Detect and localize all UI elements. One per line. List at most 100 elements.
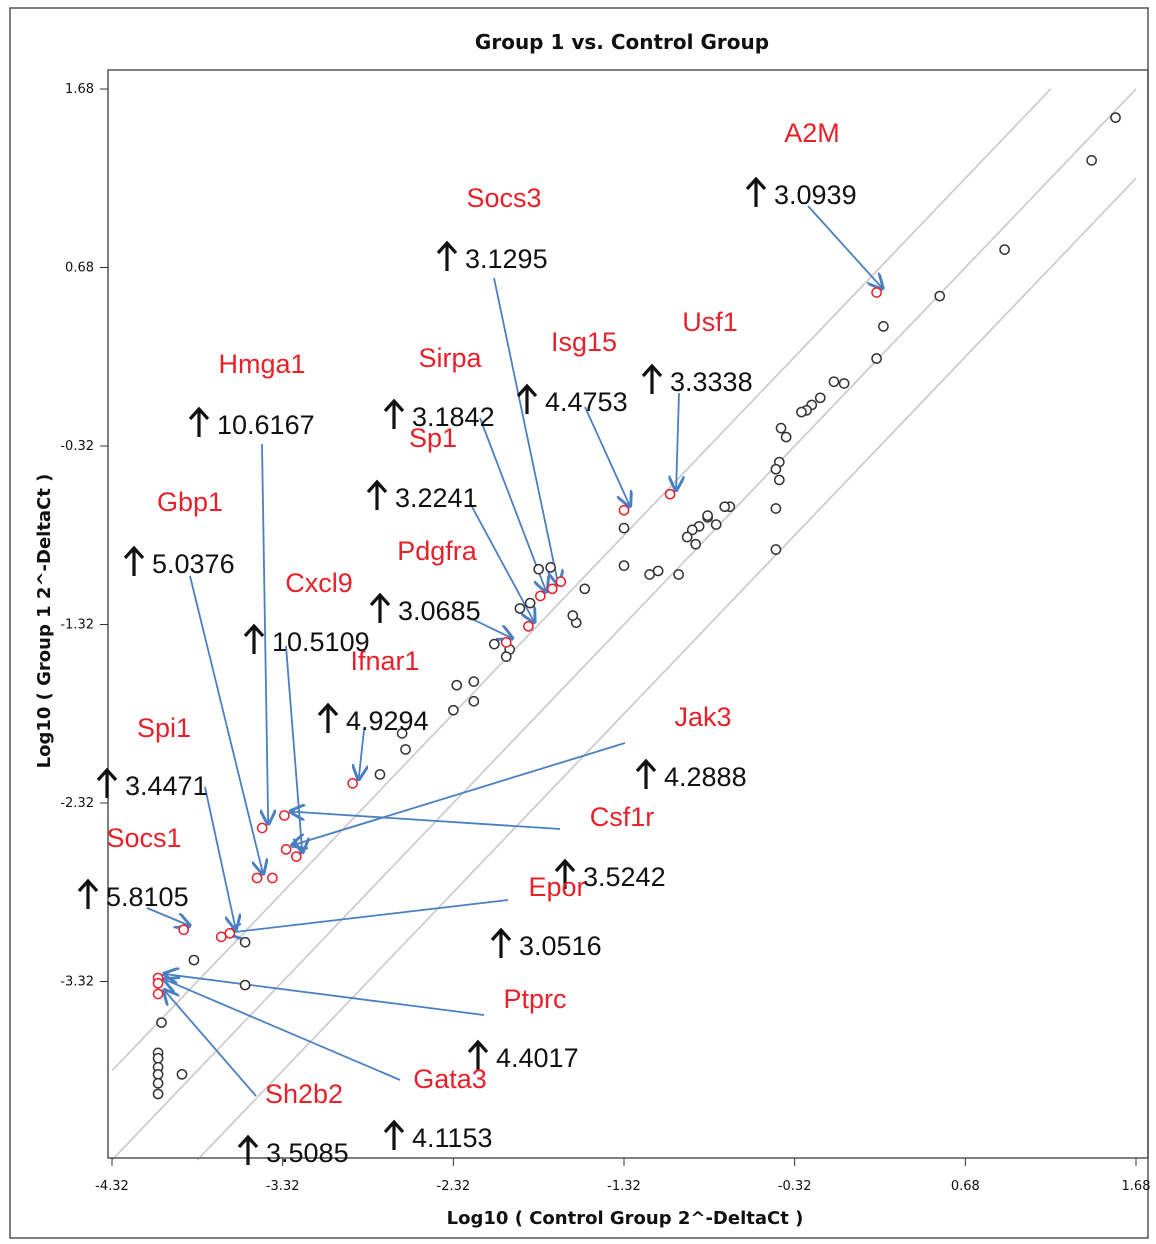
x-axis-label: Log10 ( Control Group 2^-DeltaCt ) (447, 1208, 804, 1229)
gene-label: Ptprc (503, 984, 566, 1014)
up-arrow-icon (554, 858, 576, 889)
y-axis-label: Log10 ( Group 1 2^-DeltaCt ) (34, 474, 55, 769)
gene-point (999, 244, 1010, 255)
gene-point (770, 503, 782, 514)
gene-label: A2M (784, 118, 840, 148)
upregulated-gene-point (500, 637, 512, 648)
upregulated-gene-point (256, 822, 268, 834)
upregulated-gene-point (178, 924, 190, 936)
y-tick-label: 1.68 (65, 82, 94, 97)
annotation-arrow-csf1r (290, 811, 561, 830)
annotation-arrow-sp1 (469, 502, 534, 622)
gene-point (775, 422, 787, 434)
fold-change-value: 3.3338 (670, 367, 753, 397)
gene-point (690, 538, 702, 550)
upregulated-gene-point (546, 583, 558, 595)
gene-point (838, 378, 850, 389)
up-arrow-icon (123, 545, 145, 576)
gene-label: Ifnar1 (350, 646, 419, 676)
fold-change-value: 4.9294 (346, 706, 429, 736)
gene-point (618, 522, 630, 534)
gene-point (524, 597, 536, 609)
y-tick-label: -0.32 (60, 439, 94, 454)
gene-point (681, 531, 693, 543)
upregulated-gene-point (280, 844, 292, 855)
upregulated-gene-point (535, 590, 546, 602)
fold-change-value: 4.1153 (412, 1123, 493, 1153)
annotation-arrow-jak3 (292, 742, 626, 845)
gene-label: Gata3 (413, 1064, 487, 1094)
up-arrow-icon (237, 1134, 259, 1165)
up-arrow-icon (745, 176, 767, 207)
x-tick-label: 1.68 (1122, 1179, 1151, 1194)
gene-label: Spi1 (137, 713, 191, 743)
plot-area-frame (107, 69, 1149, 1159)
gene-point (239, 979, 251, 991)
fold-change-value: 3.5085 (266, 1138, 349, 1168)
upregulated-gene-point (152, 988, 164, 1000)
annotation-arrow-usf1 (676, 392, 679, 490)
annotation-arrows (146, 205, 883, 1097)
gene-point (176, 1068, 188, 1080)
data-points (152, 112, 1121, 1100)
annotation-arrow-socs1 (146, 907, 190, 926)
x-tick-label: -0.32 (778, 1179, 812, 1194)
gene-point (239, 936, 251, 948)
gene-point (188, 954, 200, 966)
x-tick-label: -1.32 (607, 1179, 641, 1194)
gene-point (878, 321, 889, 332)
up-arrow-icon (77, 878, 99, 909)
reference-lines (111, 88, 1137, 1161)
gene-label: Gbp1 (157, 487, 223, 517)
fold-change-value: 4.4017 (496, 1043, 579, 1073)
annotation-arrow-sh2b2 (164, 990, 257, 1097)
gene-point (934, 290, 946, 302)
annotation-arrow-sirpa (479, 417, 546, 592)
fold-change-value: 3.0516 (519, 931, 602, 961)
gene-point (686, 524, 698, 536)
up-arrow-icon (635, 758, 657, 789)
gene-point (500, 651, 512, 662)
up-arrow-icon (641, 363, 663, 394)
fold-change-value: 10.6167 (217, 410, 315, 440)
upregulated-gene-point (279, 810, 290, 821)
annotation-arrow-isg15 (584, 406, 630, 506)
gene-point (468, 676, 480, 687)
gene-point (156, 1017, 167, 1028)
annotation-arrow-a2m (807, 205, 883, 288)
up-arrow-icon (436, 240, 458, 271)
gene-point (702, 510, 713, 521)
up-arrow-icon (369, 592, 391, 623)
reference-line (196, 177, 1137, 1161)
gene-label: Socs1 (106, 823, 181, 853)
x-tick-label: 0.68 (951, 1179, 980, 1194)
gene-label: Sh2b2 (265, 1079, 343, 1109)
annotation-arrow-gbp1 (189, 575, 263, 874)
fold-change-value: 3.5242 (583, 862, 666, 892)
gene-point (719, 501, 731, 513)
gene-label: Socs3 (466, 183, 541, 213)
annotation-arrow-hmga1 (262, 443, 268, 824)
gene-point (673, 569, 684, 580)
upregulated-gene-point (347, 778, 358, 789)
fold-change-value: 3.1842 (412, 402, 495, 432)
upregulated-gene-point (664, 488, 676, 500)
gene-point (579, 583, 591, 595)
gene-point (871, 353, 882, 364)
up-arrow-icon (366, 479, 388, 510)
x-tick-label: -2.32 (437, 1179, 471, 1194)
chart-title: Group 1 vs. Control Group (475, 30, 769, 54)
fold-change-value: 3.2241 (395, 483, 478, 513)
gene-point (773, 474, 785, 486)
annotation-arrow-epor (227, 899, 509, 933)
up-arrow-icon (243, 623, 265, 654)
fold-change-value: 3.1295 (465, 244, 548, 274)
y-tick-label: 0.68 (65, 261, 94, 276)
annotation-arrow-gata3 (164, 979, 401, 1081)
up-arrow-icon (490, 927, 512, 958)
up-arrow-icon (317, 702, 339, 733)
gene-label: Jak3 (674, 702, 731, 732)
gene-label: Hmga1 (218, 349, 305, 379)
annotation-arrow-pdgfra (469, 617, 512, 638)
